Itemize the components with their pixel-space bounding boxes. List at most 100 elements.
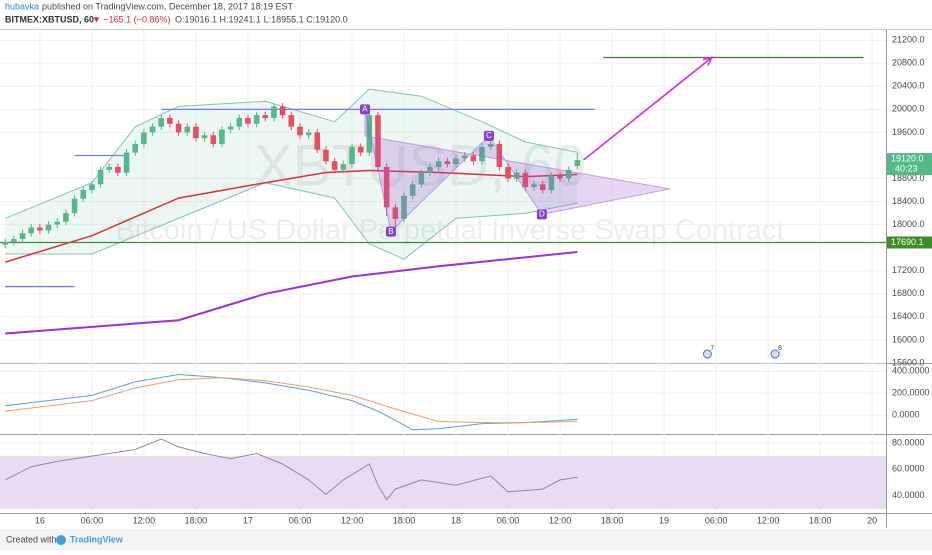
candle-body (115, 166, 121, 173)
candle-body (253, 115, 260, 124)
candle-body (418, 172, 425, 185)
candle-body (63, 213, 69, 222)
candle-body (106, 166, 113, 170)
y-tick-label: 18800.0 (892, 173, 925, 183)
candle-body (505, 166, 511, 179)
candle-body (288, 115, 295, 127)
candle-body (435, 161, 442, 167)
candle-body (444, 161, 451, 165)
candle-body (97, 169, 104, 185)
x-tick-label: 18:00 (601, 515, 624, 525)
pattern-point (385, 226, 396, 237)
y-tick-label: 40.0000 (892, 490, 925, 500)
x-tick-label: 06:00 (81, 515, 104, 525)
candle-body (297, 126, 303, 136)
change: ▼ −165.1 (−0.86%) (92, 14, 170, 24)
y-tick-label: 80.0000 (892, 437, 925, 447)
macd-line (5, 373, 578, 431)
candle-body (210, 135, 217, 144)
x-tick-label: 20 (867, 515, 877, 525)
pattern-label: A (362, 104, 368, 113)
y-tick-label: 15600.0 (892, 357, 925, 367)
candle-body (427, 166, 433, 173)
macd-line (5, 377, 578, 424)
candle-body (357, 146, 364, 153)
x-tick-label: 18:00 (185, 515, 208, 525)
x-tick-label: 16 (35, 515, 45, 525)
x-tick-label: 12:00 (133, 515, 156, 525)
candle-body (453, 158, 459, 165)
candle-body (123, 152, 130, 173)
candle-body (375, 115, 381, 167)
candle-body (557, 175, 563, 179)
level-tag (887, 236, 932, 249)
arrow (582, 56, 713, 161)
x-tick-label: 06:00 (289, 515, 312, 525)
x-tick-label: 12:00 (341, 515, 364, 525)
candle-body (314, 132, 321, 150)
y-tick-label: 18000.0 (892, 219, 925, 229)
candle-body (45, 224, 52, 231)
pattern-label: B (388, 227, 393, 236)
y-tick-label: 20800.0 (892, 58, 925, 68)
footer-created: Created with (6, 534, 57, 544)
candle-body (184, 126, 191, 133)
symbol: BITMEX:XBTUSD, 60 (5, 14, 94, 24)
pattern-point (359, 104, 370, 115)
candle-body (409, 184, 416, 196)
y-tick-label: 60.0000 (892, 464, 925, 474)
event-flag (770, 349, 780, 359)
y-tick-label: 16400.0 (892, 311, 925, 321)
candle-body (236, 118, 243, 127)
candle-body (539, 184, 546, 191)
band-fill (5, 89, 578, 260)
pattern-point (536, 209, 547, 220)
countdown: 40:23 (895, 163, 918, 173)
price-tag (887, 153, 932, 176)
candle-body (496, 143, 503, 167)
candle-body (89, 184, 95, 191)
x-tick-label: 18:00 (809, 515, 832, 525)
candle-body (522, 172, 529, 188)
candle-body (531, 184, 537, 188)
candle-body (548, 175, 555, 191)
candle-body (392, 207, 399, 219)
band-lower (5, 182, 578, 260)
event-label: 7 (710, 345, 714, 352)
rsi-band (0, 456, 886, 509)
y-tick-label: 19600.0 (892, 127, 925, 137)
candle-body (513, 172, 520, 179)
candle-body (487, 143, 494, 147)
footer-brand[interactable]: TradingView (70, 534, 124, 544)
candle-body (37, 227, 43, 231)
x-tick-label: 18 (451, 515, 461, 525)
x-tick-label: 12:00 (549, 515, 572, 525)
candle-body (219, 129, 225, 144)
candle-body (349, 146, 355, 165)
candle-body (470, 155, 477, 162)
candle-body (54, 221, 60, 225)
pattern-label: D (539, 209, 545, 218)
candle-body (201, 135, 208, 139)
y-tick-label: 17200.0 (892, 265, 925, 275)
author[interactable]: hubavka (5, 1, 39, 11)
footer-bar (0, 529, 932, 550)
y-tick-label: 18400.0 (892, 196, 925, 206)
candle-body (11, 239, 17, 242)
watermark-symbol: XBTUSD, 60 (254, 133, 586, 198)
candle-body (366, 115, 373, 153)
candle-body (340, 164, 347, 170)
x-tick-label: 12:00 (757, 515, 780, 525)
candle-body (565, 169, 572, 179)
x-tick-label: 06:00 (705, 515, 728, 525)
candle-body (132, 143, 139, 153)
candle-body (28, 227, 34, 234)
moving-average (4, 169, 578, 263)
pattern-point (483, 130, 494, 141)
y-tick-label: 400.0000 (892, 366, 930, 376)
candle-body (245, 118, 251, 124)
ohlc: O:19016.1 H:19241.1 L:18955.1 C:19120.0 (175, 14, 348, 24)
watermark-description: Bitcoin / US Dollar Perpetual Inverse Sw… (116, 215, 785, 247)
candle-body (141, 132, 147, 144)
